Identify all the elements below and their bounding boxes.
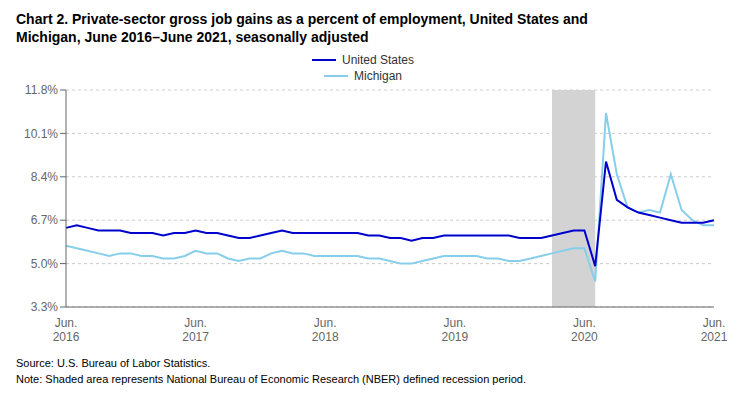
svg-text:6.7%: 6.7%: [31, 213, 59, 227]
html-text:Note: Shaded area represents N: Note: Shaded area represents National Bu…: [16, 373, 526, 385]
svg-text:11.8%: 11.8%: [25, 83, 58, 97]
svg-text:Jun.2019: Jun.2019: [441, 316, 468, 344]
html-text:Michigan: Michigan: [354, 69, 402, 83]
svg-text:10.1%: 10.1%: [24, 127, 58, 141]
svg-text:Jun.2021: Jun.2021: [701, 316, 728, 344]
svg-text:5.0%: 5.0%: [31, 257, 59, 271]
html-text:Chart 2. Private-sector gross: Chart 2. Private-sector gross job gains …: [16, 11, 588, 27]
svg-text:3.3%: 3.3%: [31, 300, 59, 314]
svg-text:Jun.2017: Jun.2017: [182, 316, 209, 344]
html-text:Michigan, June 2016–June 2021,: Michigan, June 2016–June 2021, seasonall…: [16, 29, 369, 45]
svg-text:Jun.2020: Jun.2020: [571, 316, 598, 344]
svg-text:Jun.2018: Jun.2018: [312, 316, 339, 344]
html-text:United States: United States: [342, 53, 414, 67]
svg-text:Jun.2016: Jun.2016: [53, 316, 80, 344]
svg-text:8.4%: 8.4%: [31, 170, 59, 184]
html-text:Source: U.S. Bureau of Labor S: Source: U.S. Bureau of Labor Statistics.: [16, 357, 211, 369]
